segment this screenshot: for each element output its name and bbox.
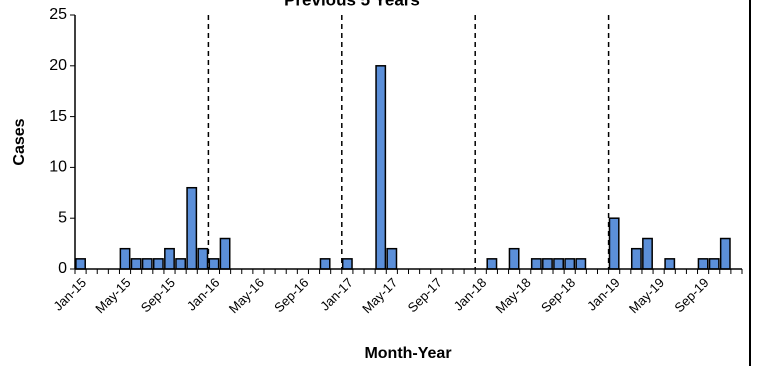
y-tick-label: 10 — [49, 159, 67, 176]
x-tick-label: May-15 — [92, 275, 133, 316]
bar — [542, 258, 553, 270]
x-tick-label: May-17 — [359, 275, 400, 316]
bar — [175, 258, 187, 270]
x-tick-label: May-18 — [493, 275, 534, 316]
bar — [186, 186, 198, 270]
x-tick-label: Jan-15 — [50, 275, 89, 314]
y-tick-label: 5 — [58, 209, 67, 226]
bar — [75, 258, 86, 270]
x-tick-label: Sep-15 — [138, 275, 178, 315]
x-tick-label: Jan-19 — [584, 275, 623, 314]
bar — [719, 237, 731, 270]
bar — [141, 258, 153, 270]
bar — [664, 258, 676, 270]
y-tick-label: 25 — [49, 6, 67, 23]
bar — [386, 247, 398, 270]
chart-title: Previous 5 Years — [284, 0, 420, 9]
bar — [575, 258, 587, 270]
bar — [119, 247, 131, 270]
x-tick-label: Sep-16 — [271, 275, 311, 315]
x-tick-label: Sep-19 — [671, 275, 711, 315]
bar — [630, 247, 642, 270]
bar — [208, 258, 220, 270]
bar — [152, 258, 164, 270]
bar — [564, 258, 576, 270]
x-tick-label: Jan-18 — [451, 275, 490, 314]
y-tick-label: 15 — [49, 108, 67, 125]
bar — [642, 237, 653, 270]
y-tick-label: 0 — [58, 260, 67, 277]
y-axis-label: Cases — [11, 118, 28, 165]
x-tick-label: May-19 — [626, 275, 667, 316]
x-tick-label: Jan-17 — [317, 275, 356, 314]
bar — [553, 258, 564, 270]
x-axis-label: Month-Year — [364, 345, 451, 362]
bar — [341, 258, 353, 270]
bar — [375, 65, 387, 270]
bar — [530, 258, 542, 270]
bar — [708, 258, 720, 270]
y-tick-label: 20 — [49, 57, 67, 74]
bar — [164, 247, 175, 270]
bar — [608, 217, 620, 270]
x-tick-label: Sep-17 — [405, 275, 445, 315]
bar — [319, 258, 331, 270]
bar — [219, 237, 231, 270]
x-tick-label: Sep-18 — [538, 275, 578, 315]
bar — [697, 258, 709, 270]
x-tick-label: May-16 — [226, 275, 267, 316]
bar — [508, 247, 520, 270]
bar — [486, 258, 498, 270]
x-tick-label: Jan-16 — [184, 275, 223, 314]
bar — [130, 258, 142, 270]
bar — [197, 247, 209, 270]
